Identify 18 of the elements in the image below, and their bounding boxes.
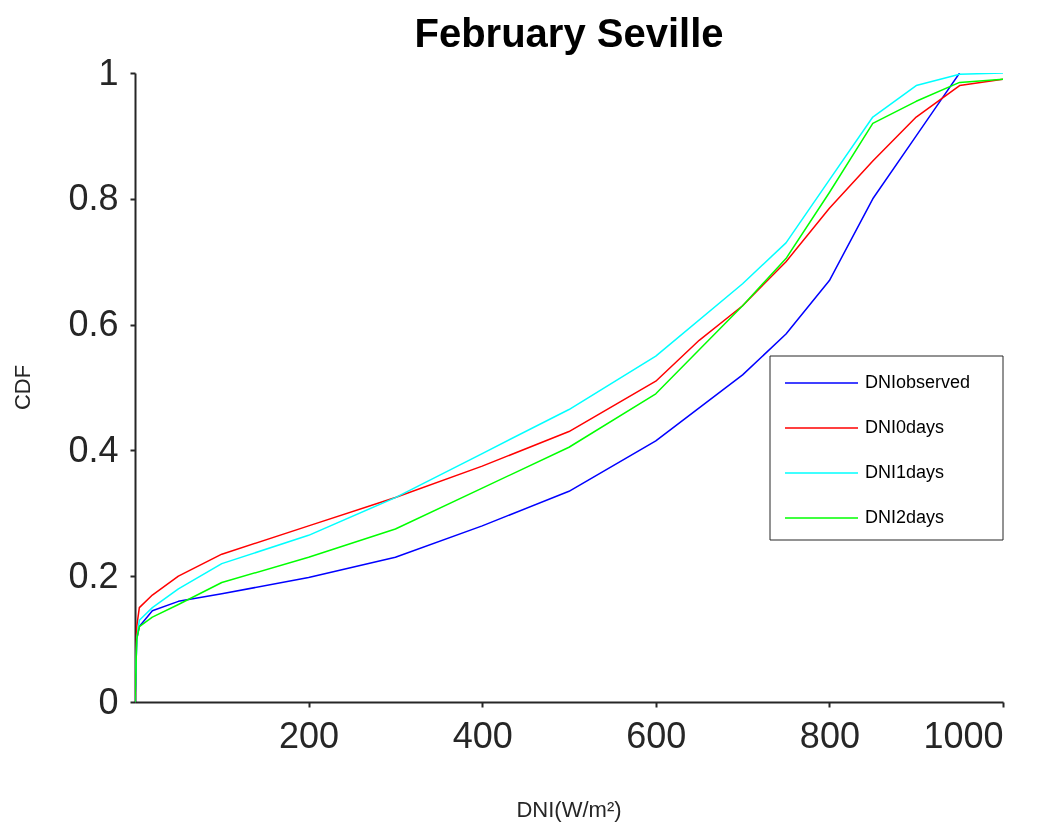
y-tick-label: 1 bbox=[98, 51, 119, 93]
legend-label: DNI2days bbox=[865, 507, 945, 527]
chart-title: February Seville bbox=[414, 11, 724, 55]
y-tick-label: 0.4 bbox=[68, 428, 119, 470]
legend-label: DNI1days bbox=[865, 462, 945, 482]
x-tick-label: 800 bbox=[799, 714, 860, 756]
y-axis-title: CDF bbox=[10, 364, 35, 411]
y-tick-label: 0.8 bbox=[68, 177, 119, 219]
x-tick-label: 400 bbox=[452, 714, 513, 756]
y-tick-label: 0.6 bbox=[68, 303, 119, 345]
legend-label: DNI0days bbox=[865, 417, 945, 437]
x-tick-label: 200 bbox=[279, 714, 340, 756]
x-tick-label: 1000 bbox=[923, 714, 1004, 756]
x-tick-label: 600 bbox=[626, 714, 687, 756]
y-tick-label: 0.2 bbox=[68, 554, 119, 596]
y-tick-label: 0 bbox=[98, 680, 119, 722]
legend-label: DNIobserved bbox=[865, 372, 971, 392]
x-axis-title: DNI(W/m²) bbox=[516, 797, 622, 822]
